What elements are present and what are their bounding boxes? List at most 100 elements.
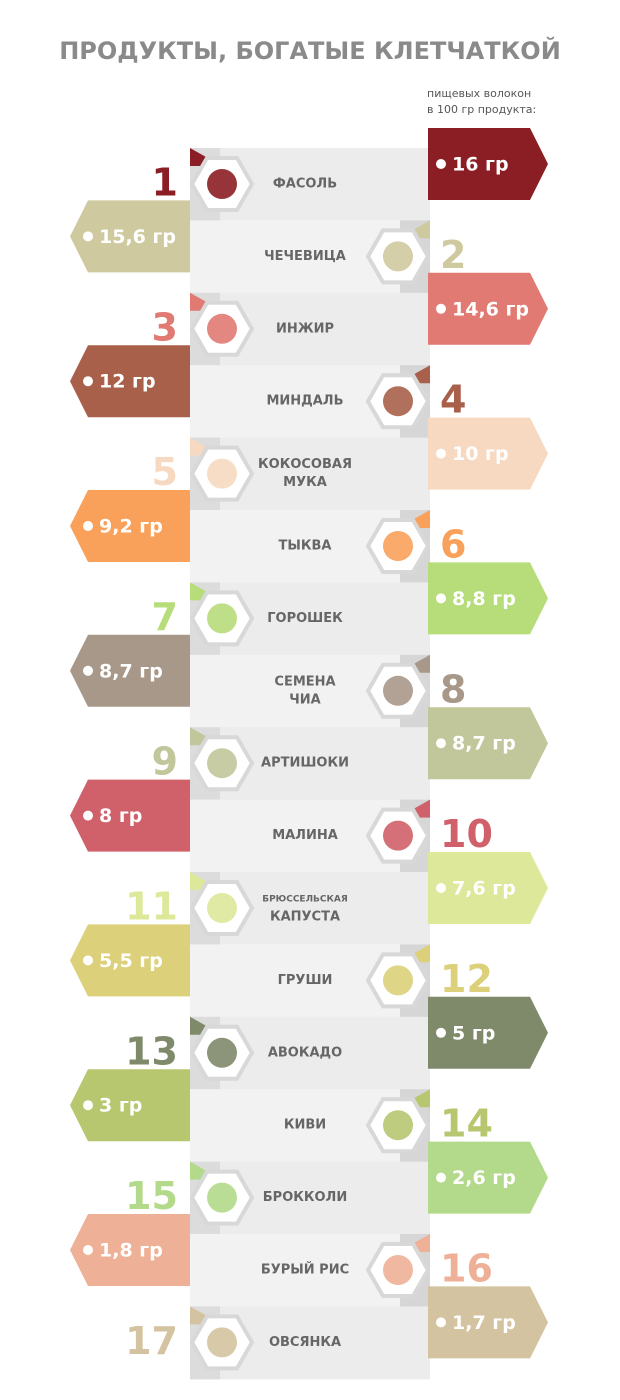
rank: 1 xyxy=(152,161,178,205)
amount-tag xyxy=(428,1141,548,1214)
tag-dot xyxy=(436,593,446,604)
rank: 9 xyxy=(152,740,178,784)
amount: 12 гр xyxy=(99,371,156,393)
tag-dot xyxy=(436,448,446,459)
rank: 12 xyxy=(440,957,493,1001)
food-name: ЧЕЧЕВИЦА xyxy=(264,249,346,264)
amount-tag xyxy=(70,634,190,707)
rank: 14 xyxy=(440,1102,493,1146)
tag-dot xyxy=(83,955,93,966)
amount: 9,2 гр xyxy=(99,516,163,538)
food-name: ТЫКВА xyxy=(279,539,332,554)
amount: 7,6 гр xyxy=(452,878,516,900)
food-name: МАЛИНА xyxy=(272,828,338,843)
amount: 8,7 гр xyxy=(452,733,516,755)
rank: 2 xyxy=(440,233,466,277)
tag-dot xyxy=(83,521,93,531)
food-name: КОКОСОВАЯ xyxy=(258,457,352,472)
rank: 6 xyxy=(440,523,466,567)
food-icon xyxy=(383,1255,413,1285)
tag-dot xyxy=(436,159,446,169)
food-icon xyxy=(207,1037,237,1068)
food-name: ИНЖИР xyxy=(276,321,334,336)
rank: 5 xyxy=(152,450,178,494)
amount-tag xyxy=(428,1286,548,1359)
food-name: КИВИ xyxy=(284,1118,326,1133)
food-icon xyxy=(383,965,413,996)
food-name: МИНДАЛЬ xyxy=(266,394,343,409)
food-icon xyxy=(207,603,237,634)
tag-dot xyxy=(83,1245,93,1255)
rank: 16 xyxy=(440,1247,493,1291)
food-name: СЕМЕНА xyxy=(274,674,335,689)
amount-tag xyxy=(70,1214,190,1286)
food-icon xyxy=(207,169,237,199)
amount: 3 гр xyxy=(99,1095,142,1117)
food-name: ЧИА xyxy=(289,692,320,707)
rank: 15 xyxy=(125,1174,178,1218)
amount: 15,6 гр xyxy=(99,226,176,248)
food-icon xyxy=(383,531,413,561)
rank: 13 xyxy=(125,1029,178,1073)
food-icon xyxy=(207,313,237,344)
amount: 5,5 гр xyxy=(99,950,163,972)
food-icon xyxy=(383,820,413,851)
food-icon xyxy=(383,1110,413,1141)
food-name: БРОККОЛИ xyxy=(263,1190,347,1205)
note: в 100 гр продукта: xyxy=(427,103,536,116)
food-name: МУКА xyxy=(283,475,327,490)
food-name: ГРУШИ xyxy=(278,973,333,988)
rank: 17 xyxy=(125,1319,178,1363)
tag-dot xyxy=(436,738,446,749)
food-name: АВОКАДО xyxy=(268,1045,342,1060)
food-name: ГОРОШЕК xyxy=(267,611,343,626)
amount: 5 гр xyxy=(452,1022,495,1044)
amount-tag xyxy=(428,128,548,200)
amount-tag xyxy=(70,345,190,418)
tag-dot xyxy=(436,1317,446,1328)
amount: 16 гр xyxy=(452,154,509,176)
amount: 14,6 гр xyxy=(452,298,529,320)
amount-tag xyxy=(428,417,548,490)
food-icon xyxy=(383,386,413,417)
rank: 4 xyxy=(440,378,466,422)
tag-dot xyxy=(83,376,93,387)
food-icon xyxy=(383,241,413,272)
food-name: БУРЫЙ РИС xyxy=(261,1262,349,1278)
note: пищевых волокон xyxy=(427,87,531,100)
tag-dot xyxy=(436,883,446,893)
amount: 2,6 гр xyxy=(452,1167,516,1189)
amount-tag xyxy=(428,852,548,924)
amount-tag xyxy=(70,1069,190,1142)
tag-dot xyxy=(83,665,93,676)
amount-tag xyxy=(70,779,190,852)
amount-tag xyxy=(428,272,548,345)
tag-dot xyxy=(436,1172,446,1183)
tag-dot xyxy=(436,1027,446,1038)
food-name: КАПУСТА xyxy=(270,910,340,925)
food-name: ОВСЯНКА xyxy=(269,1335,341,1350)
food-icon xyxy=(207,1182,237,1213)
food-icon xyxy=(207,893,237,923)
food-icon xyxy=(207,1327,237,1358)
amount-tag xyxy=(70,924,190,997)
title: ПРОДУКТЫ, БОГАТЫЕ КЛЕТЧАТКОЙ xyxy=(59,36,561,65)
amount: 1,8 гр xyxy=(99,1240,163,1262)
amount-tag xyxy=(70,200,190,273)
tag-dot xyxy=(83,1100,93,1111)
food-name: БРЮССЕЛЬСКАЯ xyxy=(262,895,348,905)
rank: 10 xyxy=(440,812,493,856)
amount: 8 гр xyxy=(99,805,142,827)
rank: 3 xyxy=(152,305,178,349)
food-icon xyxy=(207,748,237,779)
rank: 7 xyxy=(152,595,178,639)
rank: 8 xyxy=(440,667,466,711)
amount-tag xyxy=(70,490,190,562)
amount-tag xyxy=(428,562,548,635)
amount-tag xyxy=(428,707,548,780)
tag-dot xyxy=(436,303,446,314)
rank: 11 xyxy=(125,885,178,929)
amount: 8,7 гр xyxy=(99,660,163,682)
amount: 8,8 гр xyxy=(452,588,516,610)
